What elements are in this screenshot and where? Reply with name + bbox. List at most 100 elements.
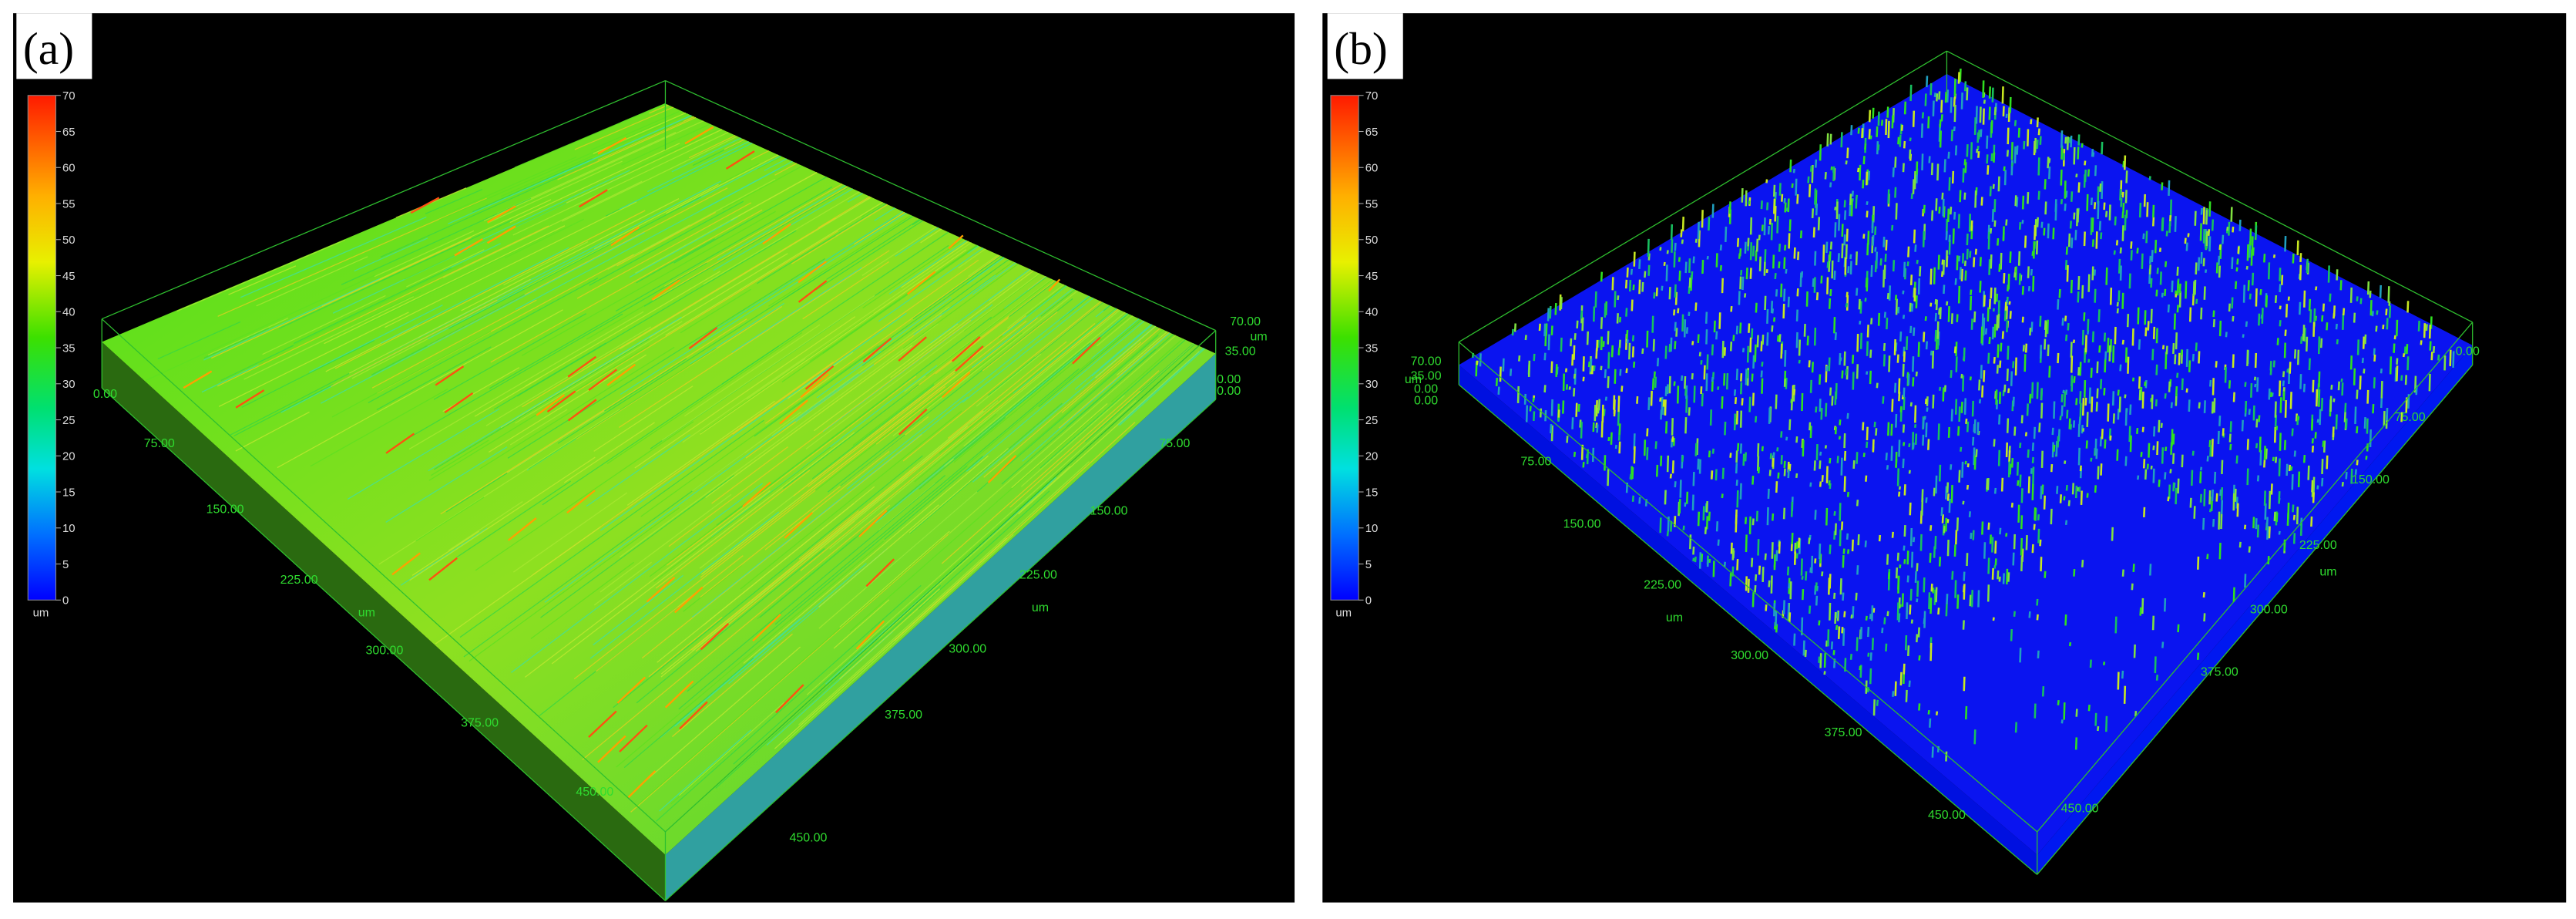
surface-spike <box>1987 584 1990 602</box>
surface-spike <box>2380 397 2383 409</box>
surface-spike <box>1641 281 1644 292</box>
surface-streak <box>989 329 1164 480</box>
surface-spike <box>1973 423 1976 433</box>
surface-streak <box>1103 305 1111 311</box>
surface-spike <box>2101 429 2104 439</box>
surface-spike <box>2087 274 2091 292</box>
surface-spike <box>1495 377 1499 387</box>
surface-spike <box>2164 261 2168 268</box>
surface-spike <box>1798 537 1801 548</box>
left-axis-tick: 150.00 <box>207 503 244 516</box>
surface-spike <box>1849 194 1852 206</box>
left-axis-unit: um <box>358 607 375 620</box>
surface-spike <box>1974 248 1977 255</box>
surface-spike <box>1573 451 1577 457</box>
surface-spike <box>2363 416 2366 429</box>
surface-streak <box>746 358 806 400</box>
surface-spike <box>2333 398 2336 402</box>
surface-spike <box>2232 493 2235 511</box>
surface-spike <box>2299 264 2302 281</box>
surface-spike <box>2068 418 2071 429</box>
surface-spike <box>2279 305 2282 310</box>
surface-streak <box>800 328 1096 571</box>
surface-spike <box>2010 502 2013 508</box>
surface-spike <box>2329 293 2332 302</box>
surface-spike <box>1755 250 1758 261</box>
surface-streak <box>642 178 776 252</box>
surface-spike <box>1668 343 1671 352</box>
surface-spike <box>2148 443 2151 458</box>
surface-streak <box>1027 275 1046 291</box>
surface-streak <box>1061 328 1160 413</box>
surface-spike <box>2134 710 2138 717</box>
surface-spike <box>1970 318 1973 330</box>
surface-spike <box>1772 254 1775 269</box>
surface-spike <box>2010 162 2014 167</box>
surface-spike <box>1516 385 1520 403</box>
surface-spike <box>2019 474 2022 487</box>
surface-spike <box>2386 407 2389 421</box>
right-axis-tick: 0.00 <box>2456 345 2480 359</box>
surface-spike <box>2123 155 2127 170</box>
surface-spike <box>1977 130 1980 140</box>
surface-spike <box>1955 342 1958 356</box>
surface-spike <box>2124 394 2127 399</box>
surface-streak <box>681 155 781 208</box>
surface-spike <box>1916 598 1919 603</box>
surface-spike <box>1590 365 1594 375</box>
surface-spike <box>1996 365 1999 374</box>
surface-spike <box>1977 151 1980 158</box>
surface-streak <box>515 321 683 424</box>
surface-spike <box>1913 288 1916 302</box>
surface-spike <box>1903 525 1906 537</box>
surface-spike <box>2215 262 2218 274</box>
z-axis-tick: 70.00 <box>1411 355 1442 368</box>
surface-spike <box>1814 159 1818 168</box>
surface-spike <box>2147 321 2150 331</box>
surface-spike <box>1678 499 1681 513</box>
surface-spike <box>1841 243 1844 258</box>
surface-spike <box>1825 466 1829 483</box>
surface-spike <box>2417 321 2420 332</box>
surface-spike <box>2108 345 2111 362</box>
surface-spike <box>2172 433 2175 445</box>
surface-spike <box>2197 257 2201 271</box>
surface-spike <box>1600 336 1603 350</box>
surface-spike <box>1866 325 1869 338</box>
surface-spike <box>2256 475 2260 482</box>
surface-streak <box>1038 319 1143 408</box>
surface-spike <box>2039 315 2042 327</box>
surface-spike <box>2098 345 2101 353</box>
surface-spike <box>1804 649 1807 658</box>
surface-spike <box>2129 404 2132 416</box>
surface-spike <box>1865 278 1868 288</box>
surface-spike <box>1893 382 1897 393</box>
surface-spike <box>1882 396 1885 404</box>
surface-streak <box>958 248 986 269</box>
surface-spike <box>1946 519 1950 523</box>
surface-spike <box>2141 598 2144 614</box>
surface-spike <box>2121 225 2124 241</box>
surface-spike <box>2021 195 2025 210</box>
surface-spike <box>1882 342 1886 352</box>
surface-spike <box>2044 338 2047 350</box>
surface-spike <box>1673 381 1676 386</box>
surface-spike <box>1805 291 1809 307</box>
surface-spike <box>2027 449 2030 458</box>
surface-spike <box>2296 240 2299 255</box>
surface-spike <box>1876 126 1879 137</box>
surface-spike <box>1845 244 1848 259</box>
surface-spike <box>2188 307 2192 322</box>
surface-spike <box>1829 289 1832 297</box>
surface-spike <box>2117 409 2120 420</box>
surface-spike <box>2246 468 2249 486</box>
surface-spike <box>2152 468 2155 483</box>
surface-spike <box>2208 490 2212 505</box>
surface-spike <box>2246 244 2249 261</box>
surface-spike <box>2101 141 2104 155</box>
surface-spike <box>2171 280 2174 293</box>
surface-spike <box>1811 164 1814 183</box>
surface-streak <box>671 137 741 173</box>
surface-spike <box>1908 443 1911 448</box>
surface-spike <box>2060 130 2064 148</box>
